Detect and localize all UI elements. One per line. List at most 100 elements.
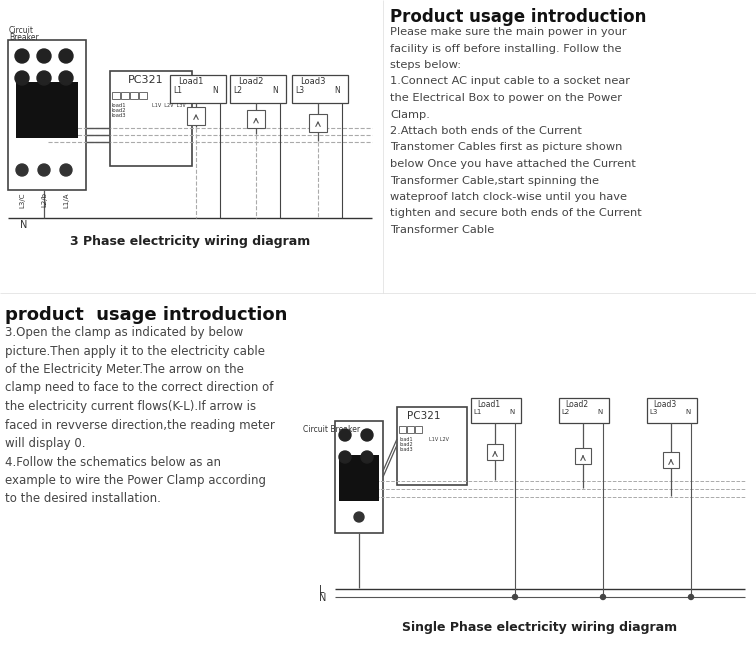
Text: clamp need to face to the correct direction of: clamp need to face to the correct direct…: [5, 381, 274, 395]
Bar: [559, 398, 609, 423]
Text: load1: load1: [399, 437, 413, 442]
Text: L1: L1: [173, 86, 182, 95]
Text: load3: load3: [112, 113, 126, 118]
Circle shape: [339, 451, 351, 463]
Text: will display 0.: will display 0.: [5, 437, 85, 450]
Text: picture.Then apply it to the electricity cable: picture.Then apply it to the electricity…: [5, 345, 265, 357]
Text: Single Phase electricity wiring diagram: Single Phase electricity wiring diagram: [402, 621, 677, 634]
Text: N: N: [597, 409, 603, 415]
Text: PC321: PC321: [128, 75, 163, 85]
Text: N: N: [212, 86, 218, 95]
Circle shape: [339, 429, 351, 441]
Bar: [397, 407, 467, 485]
Text: Circuit: Circuit: [9, 26, 34, 35]
Text: PC321: PC321: [407, 411, 441, 421]
Text: Load1: Load1: [477, 400, 500, 409]
Text: load1: load1: [112, 103, 126, 108]
Text: L1: L1: [473, 409, 482, 415]
Text: tighten and secure both ends of the Current: tighten and secure both ends of the Curr…: [390, 208, 642, 218]
Text: load3: load3: [399, 447, 413, 452]
Bar: [471, 398, 521, 423]
Text: Transformer Cable,start spinning the: Transformer Cable,start spinning the: [390, 176, 599, 186]
Text: N: N: [319, 593, 327, 603]
Circle shape: [59, 49, 73, 63]
Text: L1V L2V: L1V L2V: [429, 437, 449, 442]
Bar: [575, 448, 591, 464]
Text: 1.Connect AC input cable to a socket near: 1.Connect AC input cable to a socket nea…: [390, 77, 630, 86]
Bar: [407, 426, 414, 433]
Text: Load3: Load3: [300, 77, 326, 86]
Text: 2.Attach both ends of the Current: 2.Attach both ends of the Current: [390, 126, 582, 136]
Circle shape: [513, 595, 518, 599]
Text: L3: L3: [649, 409, 658, 415]
Circle shape: [59, 71, 73, 85]
Text: load2: load2: [399, 442, 413, 447]
Text: L3/C: L3/C: [19, 192, 25, 208]
Bar: [399, 426, 406, 433]
Text: L3: L3: [295, 86, 304, 95]
Bar: [8, 40, 86, 190]
Bar: [309, 114, 327, 132]
Text: Load3: Load3: [653, 400, 677, 409]
Circle shape: [15, 71, 29, 85]
Bar: [339, 455, 379, 501]
Text: example to wire the Power Clamp according: example to wire the Power Clamp accordin…: [5, 474, 266, 487]
Text: L1/A: L1/A: [63, 192, 69, 208]
Text: N: N: [509, 409, 514, 415]
Bar: [139, 92, 147, 99]
Text: Product usage introduction: Product usage introduction: [390, 8, 646, 26]
Text: to the desired installation.: to the desired installation.: [5, 492, 161, 506]
Text: Clamp.: Clamp.: [390, 110, 430, 120]
Text: Load2: Load2: [565, 400, 588, 409]
Text: Please make sure the main power in your: Please make sure the main power in your: [390, 27, 627, 37]
Bar: [663, 452, 679, 468]
Bar: [230, 75, 286, 103]
Bar: [487, 444, 503, 460]
Bar: [112, 92, 120, 99]
Bar: [335, 421, 383, 533]
Text: product  usage introduction: product usage introduction: [5, 306, 287, 324]
Text: L: L: [319, 585, 324, 595]
Text: faced in revverse direction,the reading meter: faced in revverse direction,the reading …: [5, 418, 275, 432]
Circle shape: [60, 164, 72, 176]
Circle shape: [354, 512, 364, 522]
Bar: [110, 71, 192, 166]
Bar: [121, 92, 129, 99]
Text: N: N: [272, 86, 277, 95]
Circle shape: [16, 164, 28, 176]
Bar: [130, 92, 138, 99]
Bar: [16, 82, 78, 138]
Text: below Once you have attached the Current: below Once you have attached the Current: [390, 159, 636, 169]
Text: of the Electricity Meter.The arrow on the: of the Electricity Meter.The arrow on th…: [5, 363, 244, 376]
Text: 3 Phase electricity wiring diagram: 3 Phase electricity wiring diagram: [70, 235, 310, 248]
Text: the electricity current flows(K-L).If arrow is: the electricity current flows(K-L).If ar…: [5, 400, 256, 413]
Text: Transtomer Cables first as picture shown: Transtomer Cables first as picture shown: [390, 142, 622, 152]
Text: Load2: Load2: [238, 77, 263, 86]
Text: facility is off before installing. Follow the: facility is off before installing. Follo…: [390, 43, 621, 53]
Text: load2: load2: [112, 108, 126, 113]
Circle shape: [361, 451, 373, 463]
Bar: [170, 75, 226, 103]
Text: steps below:: steps below:: [390, 60, 461, 70]
Circle shape: [15, 49, 29, 63]
Circle shape: [361, 429, 373, 441]
Bar: [247, 110, 265, 128]
Text: Transformer Cable: Transformer Cable: [390, 225, 494, 235]
Text: 3.Open the clamp as indicated by below: 3.Open the clamp as indicated by below: [5, 326, 243, 339]
Circle shape: [37, 71, 51, 85]
Bar: [187, 106, 205, 124]
Circle shape: [600, 595, 606, 599]
Text: N: N: [334, 86, 339, 95]
Text: 4.Follow the schematics below as an: 4.Follow the schematics below as an: [5, 456, 221, 468]
Bar: [292, 75, 348, 103]
Circle shape: [689, 595, 693, 599]
Text: Circuit Breaker: Circuit Breaker: [303, 425, 360, 434]
Circle shape: [37, 49, 51, 63]
Text: L2: L2: [561, 409, 569, 415]
Text: L1V  L2V  L3V: L1V L2V L3V: [152, 103, 186, 108]
Text: N: N: [685, 409, 690, 415]
Text: L2: L2: [233, 86, 242, 95]
Text: N: N: [20, 220, 27, 230]
Text: Load1: Load1: [178, 77, 203, 86]
Text: Breaker: Breaker: [9, 33, 39, 42]
